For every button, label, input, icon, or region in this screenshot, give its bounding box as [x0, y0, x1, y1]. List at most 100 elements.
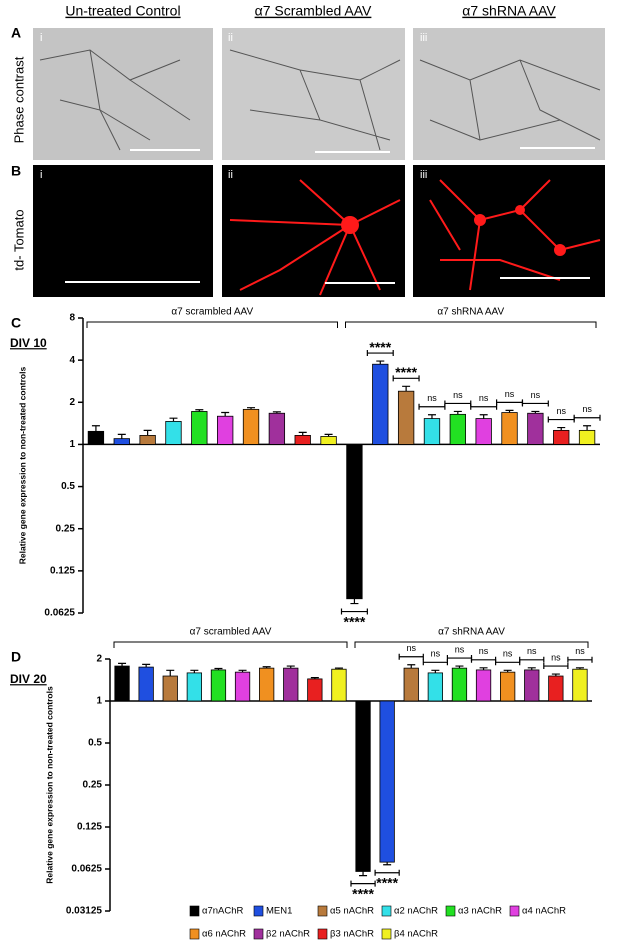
significance-label: ns	[431, 649, 441, 659]
numeral: ii	[228, 169, 233, 181]
significance-label: ns	[453, 390, 463, 400]
significance-bracket	[547, 416, 575, 423]
significance-label: ns	[479, 393, 489, 403]
significance-label: ns	[479, 646, 489, 656]
bar	[475, 418, 492, 445]
significance-label: ns	[582, 404, 592, 414]
bar	[379, 700, 395, 863]
error-bar	[169, 417, 178, 422]
bar	[113, 438, 130, 445]
significance-bracket	[495, 659, 521, 666]
significance-label: ns	[455, 644, 465, 654]
y-tick-label: 0.0625	[71, 864, 102, 875]
legend-swatch	[381, 905, 392, 917]
bar	[403, 667, 419, 702]
significance-bracket	[543, 663, 569, 670]
bar	[320, 436, 337, 445]
group-label: α7 shRNA AAV	[437, 307, 504, 318]
legend-label: α4 nAChR	[522, 906, 566, 917]
error-bar	[479, 414, 488, 419]
error-bar	[238, 669, 247, 673]
y-axis-label: Relative gene expression to non-treated …	[17, 367, 27, 565]
y-tick-label: 2	[96, 654, 102, 665]
bar	[87, 430, 105, 445]
bar	[449, 413, 466, 445]
legend-label: α7nAChR	[202, 906, 244, 917]
error-bar	[427, 414, 436, 419]
significance-label: ns	[551, 652, 561, 662]
significance-bracket	[418, 403, 446, 410]
significance-bracket	[374, 869, 400, 876]
y-tick-label: 1	[96, 696, 102, 707]
error-bar	[531, 410, 540, 414]
error-bar	[557, 426, 566, 431]
y-tick-label: 0.03125	[66, 906, 103, 917]
bar	[527, 412, 544, 445]
error-bar	[247, 407, 256, 410]
numeral: i	[40, 32, 42, 44]
bar	[186, 672, 202, 702]
bar	[572, 668, 588, 702]
error-bar	[142, 663, 151, 668]
bar	[451, 667, 468, 702]
group-bracket	[354, 641, 589, 648]
chart-title: DIV 20	[10, 672, 47, 686]
significance-bracket	[470, 403, 498, 410]
numeral: iii	[420, 32, 427, 44]
y-tick-label: 0.25	[56, 523, 76, 534]
bar	[524, 669, 540, 702]
panel-letter: C	[11, 315, 21, 331]
legend-label: β4 nAChR	[394, 929, 438, 940]
column-header: α7 shRNA AAV	[462, 3, 556, 19]
y-tick-label: 0.125	[77, 822, 102, 833]
bar	[139, 435, 156, 445]
error-bar	[455, 665, 464, 669]
bar	[162, 675, 178, 702]
error-bar	[117, 433, 126, 439]
significance-bracket	[496, 399, 524, 406]
error-bar	[262, 666, 271, 669]
y-axis-label: Relative gene expression to non-treated …	[44, 686, 54, 884]
group-bracket	[345, 321, 597, 328]
significance-label: ****	[376, 874, 398, 890]
legend-label: α5 nAChR	[330, 906, 374, 917]
error-bar	[166, 669, 175, 677]
significance-label: ns	[505, 389, 515, 399]
error-bar	[407, 664, 416, 669]
bar	[346, 444, 363, 600]
error-bar	[221, 411, 230, 417]
error-bar	[350, 598, 359, 605]
bar	[355, 700, 371, 872]
legend-label: α3 nAChR	[458, 906, 502, 917]
bar	[234, 671, 251, 702]
bar	[114, 665, 130, 702]
significance-label: ns	[503, 649, 513, 659]
error-bar	[272, 411, 281, 414]
legend-swatch	[189, 928, 200, 940]
significance-label: ns	[531, 390, 541, 400]
legend-swatch	[253, 928, 264, 940]
y-tick-label: 0.125	[50, 565, 75, 576]
error-bar	[334, 667, 343, 670]
significance-label: ****	[352, 885, 374, 901]
error-bar	[453, 410, 462, 415]
significance-bracket	[340, 608, 368, 615]
significance-label: ****	[369, 339, 391, 355]
group-label: α7 shRNA AAV	[438, 627, 505, 638]
error-bar	[310, 677, 319, 679]
error-bar	[431, 669, 440, 673]
significance-bracket	[567, 656, 593, 663]
error-bar	[286, 665, 295, 669]
y-tick-label: 0.5	[88, 738, 102, 749]
legend-label: β2 nAChR	[266, 929, 310, 940]
legend-swatch	[317, 928, 328, 940]
error-bar	[575, 667, 584, 670]
significance-bracket	[398, 653, 424, 660]
error-bar	[91, 425, 100, 432]
error-bar	[359, 871, 368, 877]
group-bracket	[86, 321, 338, 328]
legend-swatch	[445, 905, 456, 917]
error-bar	[376, 360, 385, 365]
bar	[372, 363, 389, 445]
bar	[138, 666, 154, 702]
